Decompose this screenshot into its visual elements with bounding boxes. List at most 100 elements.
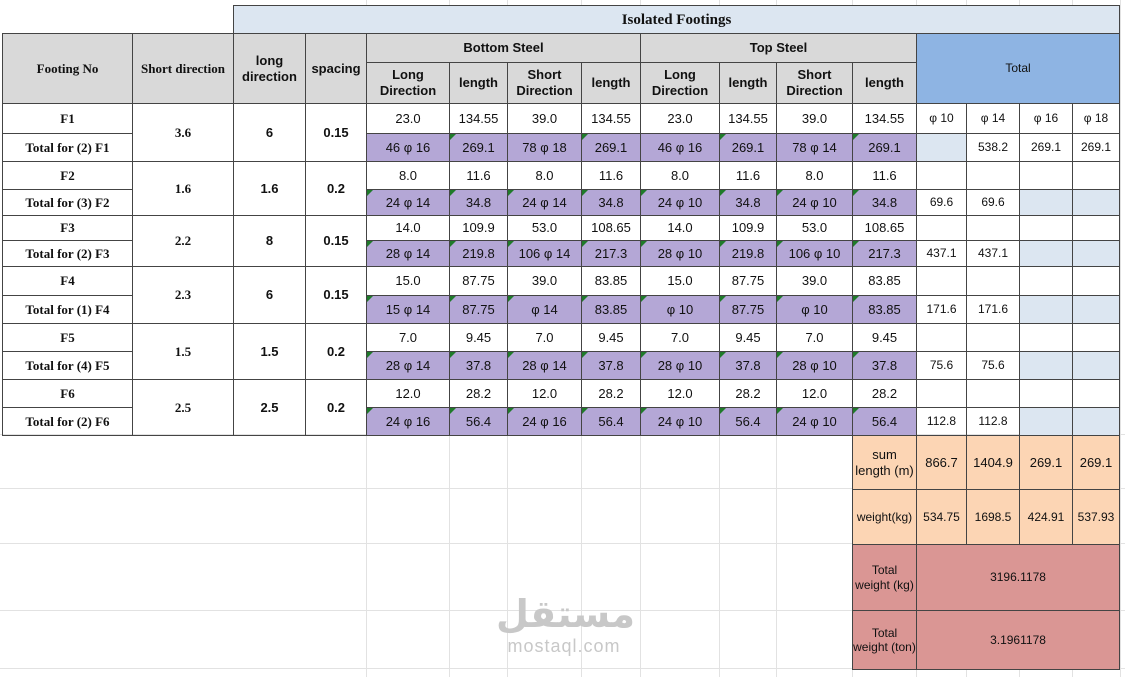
value-cell[interactable]: 8.0 (640, 161, 720, 190)
footing-name[interactable]: F5 (2, 323, 133, 352)
footing-total-label[interactable]: Total for (1) F4 (2, 295, 133, 324)
value-cell[interactable]: 8.0 (507, 161, 582, 190)
total-cell[interactable]: 34.8 (449, 189, 508, 216)
total-cell[interactable]: 37.8 (852, 351, 917, 380)
total-cell[interactable]: 269.1 (1072, 133, 1120, 162)
value-cell[interactable]: 7.0 (507, 323, 582, 352)
total-cell[interactable]: 219.8 (449, 240, 508, 267)
sum-length-value[interactable]: 269.1 (1019, 435, 1073, 490)
value-cell[interactable]: 134.55 (719, 103, 777, 134)
total-cell[interactable] (1019, 189, 1073, 216)
value-cell[interactable]: 14.0 (640, 215, 720, 241)
weight-label[interactable]: weight(kg) (852, 489, 917, 545)
value-cell[interactable]: 39.0 (507, 266, 582, 296)
value-cell[interactable] (916, 379, 967, 408)
weight-value[interactable]: 424.91 (1019, 489, 1073, 545)
value-cell[interactable]: 23.0 (640, 103, 720, 134)
value-cell[interactable]: 28.2 (449, 379, 508, 408)
total-cell[interactable] (916, 133, 967, 162)
header-footing-no[interactable]: Footing No (2, 33, 133, 104)
subheader-2[interactable]: Short Direction (507, 62, 582, 104)
value-cell[interactable]: 11.6 (852, 161, 917, 190)
total-cell[interactable]: 24 φ 16 (507, 407, 582, 436)
total-cell[interactable]: 56.4 (852, 407, 917, 436)
value-cell[interactable]: φ 14 (966, 103, 1020, 134)
long-direction-value[interactable]: 6 (233, 103, 306, 162)
total-cell[interactable]: 46 φ 16 (366, 133, 450, 162)
total-cell[interactable]: 46 φ 16 (640, 133, 720, 162)
total-cell[interactable]: 24 φ 10 (640, 407, 720, 436)
weight-value[interactable]: 537.93 (1072, 489, 1120, 545)
value-cell[interactable]: 39.0 (776, 103, 853, 134)
value-cell[interactable] (1019, 266, 1073, 296)
value-cell[interactable]: 11.6 (449, 161, 508, 190)
value-cell[interactable] (966, 161, 1020, 190)
total-cell[interactable]: 28 φ 14 (366, 351, 450, 380)
short-direction-value[interactable]: 2.5 (132, 379, 234, 436)
value-cell[interactable] (966, 323, 1020, 352)
spacing-value[interactable]: 0.15 (305, 215, 367, 267)
footing-total-label[interactable]: Total for (2) F6 (2, 407, 133, 436)
value-cell[interactable]: 28.2 (581, 379, 641, 408)
value-cell[interactable]: 28.2 (852, 379, 917, 408)
value-cell[interactable]: 15.0 (366, 266, 450, 296)
header-long-direction[interactable]: long direction (233, 33, 306, 104)
weight-value[interactable]: 1698.5 (966, 489, 1020, 545)
long-direction-value[interactable]: 8 (233, 215, 306, 267)
footing-total-label[interactable]: Total for (3) F2 (2, 189, 133, 216)
value-cell[interactable]: 14.0 (366, 215, 450, 241)
total-cell[interactable]: φ 14 (507, 295, 582, 324)
value-cell[interactable]: 12.0 (507, 379, 582, 408)
value-cell[interactable]: 12.0 (366, 379, 450, 408)
value-cell[interactable]: 134.55 (852, 103, 917, 134)
value-cell[interactable]: 108.65 (852, 215, 917, 241)
total-cell[interactable]: 437.1 (966, 240, 1020, 267)
subheader-5[interactable]: length (719, 62, 777, 104)
value-cell[interactable] (916, 161, 967, 190)
sum-length-label[interactable]: sum length (m) (852, 435, 917, 490)
total-cell[interactable]: 37.8 (581, 351, 641, 380)
total-cell[interactable]: 28 φ 14 (507, 351, 582, 380)
value-cell[interactable] (1019, 215, 1073, 241)
total-cell[interactable]: 24 φ 10 (640, 189, 720, 216)
subheader-3[interactable]: length (581, 62, 641, 104)
total-cell[interactable]: 87.75 (719, 295, 777, 324)
total-cell[interactable] (1019, 295, 1073, 324)
footing-name[interactable]: F1 (2, 103, 133, 134)
header-total[interactable]: Total (916, 33, 1120, 104)
total-cell[interactable]: 24 φ 16 (366, 407, 450, 436)
value-cell[interactable] (916, 215, 967, 241)
sum-length-value[interactable]: 269.1 (1072, 435, 1120, 490)
short-direction-value[interactable]: 2.2 (132, 215, 234, 267)
footing-total-label[interactable]: Total for (2) F1 (2, 133, 133, 162)
spacing-value[interactable]: 0.2 (305, 161, 367, 216)
value-cell[interactable]: 9.45 (719, 323, 777, 352)
value-cell[interactable]: 8.0 (366, 161, 450, 190)
total-cell[interactable] (1019, 240, 1073, 267)
header-spacing[interactable]: spacing (305, 33, 367, 104)
total-cell[interactable]: 78 φ 18 (507, 133, 582, 162)
value-cell[interactable] (916, 266, 967, 296)
weight-value[interactable]: 534.75 (916, 489, 967, 545)
short-direction-value[interactable]: 2.3 (132, 266, 234, 324)
spacing-value[interactable]: 0.15 (305, 103, 367, 162)
total-cell[interactable] (1072, 351, 1120, 380)
value-cell[interactable]: 39.0 (507, 103, 582, 134)
total-cell[interactable]: 34.8 (719, 189, 777, 216)
total-cell[interactable]: 437.1 (916, 240, 967, 267)
total-cell[interactable]: 56.4 (449, 407, 508, 436)
total-cell[interactable]: 34.8 (852, 189, 917, 216)
spacing-value[interactable]: 0.2 (305, 323, 367, 380)
value-cell[interactable] (966, 379, 1020, 408)
total-cell[interactable]: 112.8 (916, 407, 967, 436)
footing-total-label[interactable]: Total for (4) F5 (2, 351, 133, 380)
total-cell[interactable]: 24 φ 14 (507, 189, 582, 216)
value-cell[interactable]: 53.0 (776, 215, 853, 241)
total-cell[interactable]: 69.6 (916, 189, 967, 216)
value-cell[interactable] (1072, 215, 1120, 241)
total-cell[interactable]: 269.1 (1019, 133, 1073, 162)
footing-name[interactable]: F4 (2, 266, 133, 296)
header-short-direction[interactable]: Short direction (132, 33, 234, 104)
table-title[interactable]: Isolated Footings (233, 5, 1120, 34)
total-cell[interactable] (1019, 407, 1073, 436)
